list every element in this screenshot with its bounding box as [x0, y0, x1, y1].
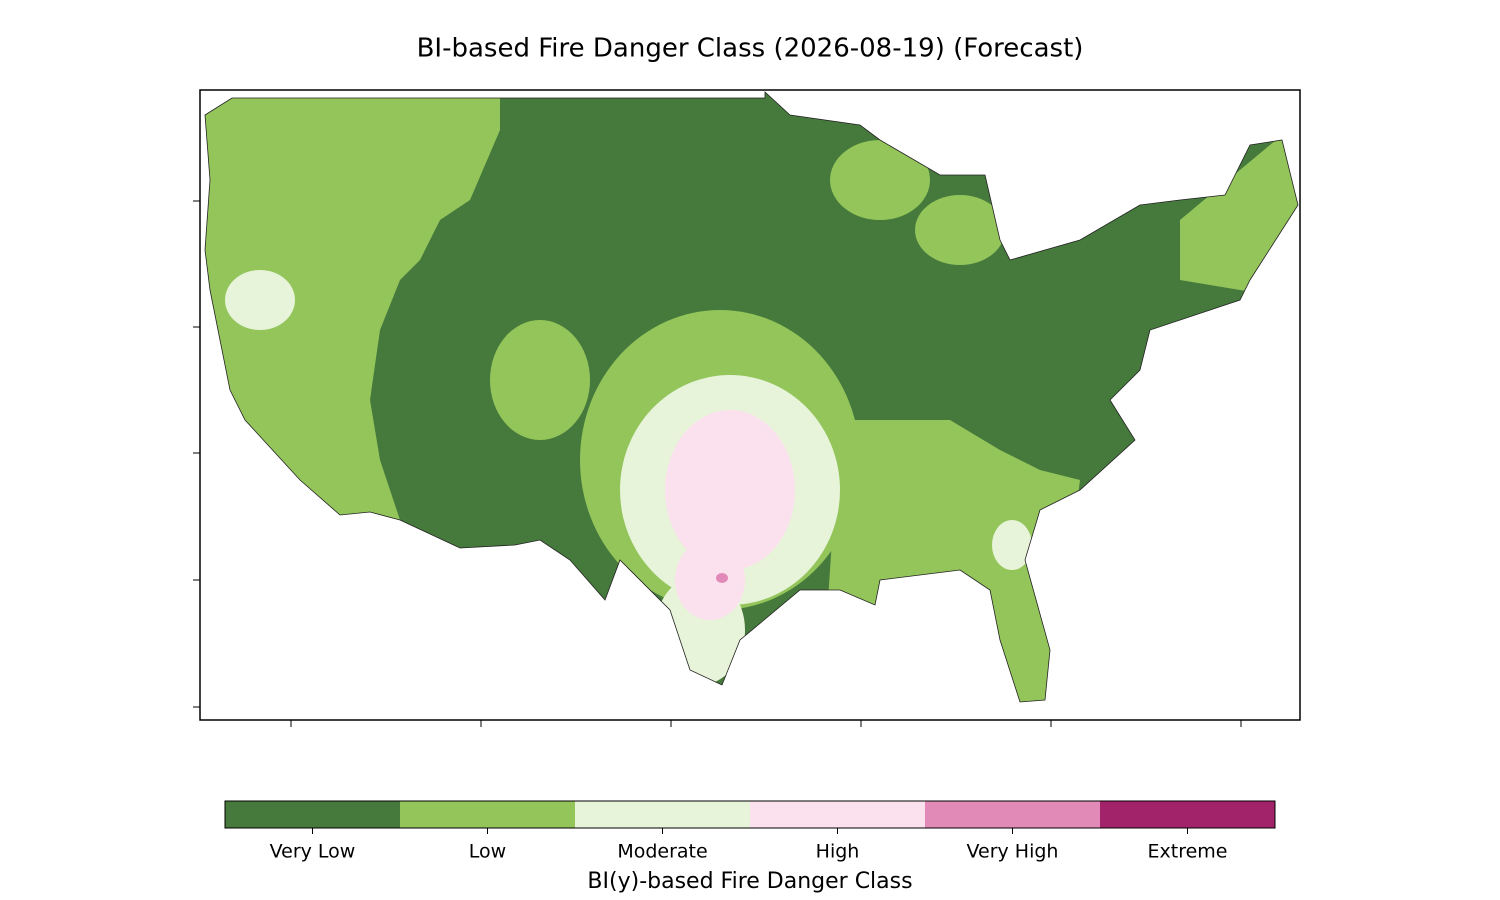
colorbar-title: BI(y)-based Fire Danger Class [587, 869, 912, 894]
colorbar-segment [925, 801, 1100, 828]
region [992, 520, 1032, 570]
region [1180, 120, 1298, 300]
colorbar-label: Extreme [1148, 841, 1228, 863]
colorbar: Very Low Low Moderate High Very High Extreme [225, 801, 1275, 863]
region [225, 270, 295, 330]
map-frame [199, 89, 1301, 721]
region [830, 140, 930, 220]
axis-ticks [193, 200, 1242, 727]
colorbar-label: Very High [967, 841, 1059, 863]
region [716, 573, 728, 583]
colorbar-segment [750, 801, 925, 828]
region [665, 410, 795, 570]
colorbar-label: Very Low [270, 841, 356, 863]
colorbar-segment [400, 801, 575, 828]
region [675, 540, 745, 620]
colorbar-label: Moderate [617, 841, 707, 863]
region [205, 92, 500, 520]
colorbar-segment [575, 801, 750, 828]
colorbar-frame [224, 800, 1276, 829]
colorbar-segment [225, 801, 400, 828]
region [915, 195, 1005, 265]
colorbar-segment [1100, 801, 1275, 828]
region [490, 320, 590, 440]
colorbar-label: High [816, 841, 860, 863]
map-title: BI-based Fire Danger Class (2026-08-19) … [417, 34, 1084, 64]
colorbar-label: Low [469, 841, 506, 863]
map-regions [205, 92, 1298, 702]
